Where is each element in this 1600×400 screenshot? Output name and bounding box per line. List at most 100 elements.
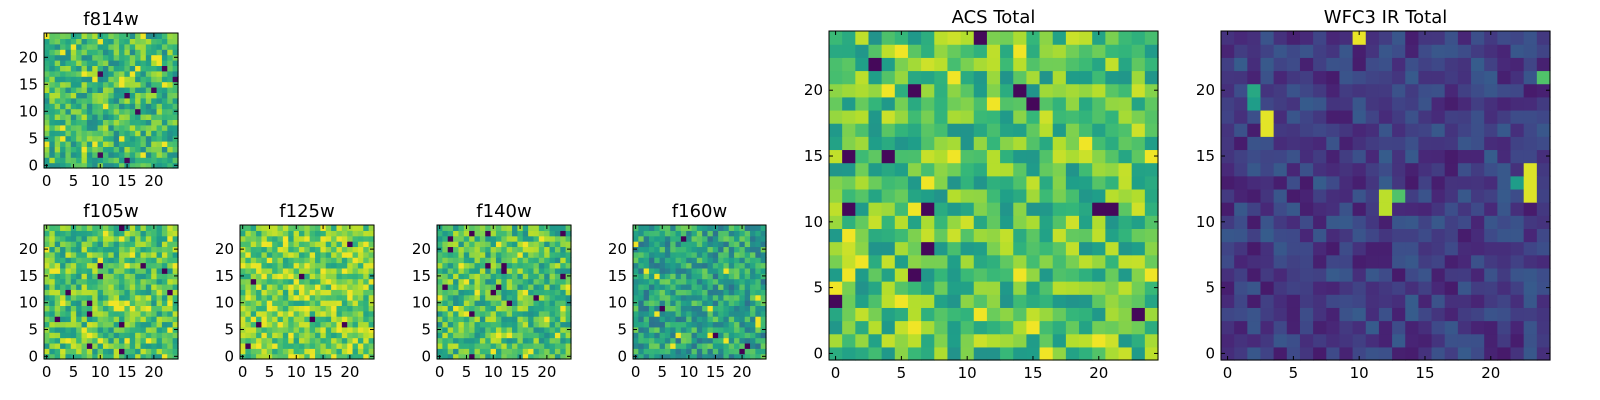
- heatmap-cell: [124, 246, 131, 253]
- heatmap-cell: [517, 294, 524, 301]
- heatmap-cell: [1065, 57, 1080, 72]
- heatmap-cell: [1144, 333, 1159, 348]
- heatmap-cell: [363, 241, 370, 248]
- heatmap-cell: [447, 305, 454, 312]
- heatmap-cell: [549, 332, 556, 339]
- heatmap-cell: [670, 332, 677, 339]
- heatmap-cell: [1471, 96, 1485, 111]
- heatmap-cell: [54, 103, 61, 110]
- heatmap-cell: [718, 273, 725, 280]
- heatmap-cell: [298, 251, 305, 258]
- heatmap-cell: [659, 230, 666, 237]
- heatmap-cell: [108, 92, 115, 99]
- heatmap-cell: [113, 162, 120, 169]
- heatmap-cell: [506, 316, 513, 323]
- heatmap-cell: [842, 294, 856, 308]
- heatmap-cell: [512, 283, 518, 290]
- heatmap-cell: [463, 283, 470, 290]
- heatmap-cell: [1105, 241, 1120, 256]
- heatmap-cell: [363, 305, 370, 312]
- heatmap-cell: [92, 235, 99, 242]
- heatmap-cell: [1471, 228, 1485, 243]
- heatmap-cell: [347, 273, 354, 280]
- heatmap-cell: [293, 332, 300, 339]
- heatmap-cell: [702, 283, 709, 290]
- heatmap-cell: [336, 289, 343, 296]
- heatmap-cell: [829, 162, 843, 177]
- heatmap-cell: [1510, 241, 1525, 256]
- heatmap-cell: [907, 228, 922, 243]
- heatmap-cell: [60, 97, 67, 104]
- heatmap-cell: [712, 241, 719, 248]
- heatmap-cell: [288, 283, 295, 290]
- heatmap-cells: [1221, 31, 1551, 361]
- heatmap-cell: [554, 267, 561, 274]
- heatmap-cell: [544, 300, 551, 306]
- heatmap-cell: [1536, 44, 1551, 58]
- heatmap-cell: [750, 289, 756, 296]
- heatmap-cell: [648, 316, 655, 323]
- heatmap-cell: [707, 305, 714, 312]
- heatmap-cell: [1313, 294, 1327, 308]
- heatmap-cell: [1144, 109, 1159, 124]
- heatmap-cell: [1039, 123, 1054, 137]
- heatmap-cell: [167, 162, 174, 169]
- heatmap-cell: [156, 70, 163, 77]
- heatmap-cell: [474, 305, 481, 312]
- heatmap-cell: [277, 310, 284, 317]
- heatmap-cell: [479, 225, 486, 231]
- heatmap-cell: [49, 225, 56, 231]
- heatmap-cell: [336, 342, 343, 349]
- heatmap-cell: [261, 267, 268, 274]
- heatmap-cell: [921, 333, 935, 348]
- heatmap-cell: [54, 38, 61, 45]
- heatmap-cell: [490, 241, 497, 248]
- heatmap-cell: [135, 157, 142, 164]
- heatmap-cell: [881, 57, 896, 72]
- heatmap-cells: [240, 225, 375, 360]
- heatmap-cell: [49, 337, 56, 344]
- heatmap-cell: [86, 267, 93, 274]
- heatmap-cell: [1405, 281, 1419, 295]
- heatmap-cell: [485, 246, 492, 253]
- heatmap-cell: [1065, 109, 1080, 124]
- heatmap-cell: [638, 278, 645, 285]
- heatmap-cell: [65, 230, 72, 237]
- heatmap-cell: [124, 54, 131, 61]
- heatmap-cell: [60, 294, 67, 301]
- heatmap-cell: [1365, 202, 1380, 216]
- heatmap-cell: [855, 241, 870, 256]
- heatmap-cell: [1273, 202, 1288, 216]
- heatmap-cell: [124, 76, 131, 83]
- heatmap-cell: [522, 300, 529, 306]
- heatmap-cell: [829, 254, 843, 269]
- heatmap-cell: [712, 262, 719, 269]
- heatmap-cell: [1313, 31, 1327, 45]
- heatmap-cell: [298, 337, 305, 344]
- heatmap-cell: [97, 348, 104, 355]
- heatmap-cell: [81, 157, 88, 164]
- heatmap-cell: [161, 305, 168, 312]
- heatmap-cell: [156, 300, 163, 306]
- heatmap-cell: [161, 92, 168, 99]
- heatmap-cell: [554, 337, 561, 344]
- heatmap-cell: [44, 124, 50, 131]
- heatmap-cell: [172, 283, 179, 290]
- heatmap-cell: [723, 230, 730, 237]
- heatmap-cell: [315, 278, 321, 285]
- heatmap-cell: [325, 332, 332, 339]
- heatmap-cell: [1118, 307, 1133, 322]
- heatmap-cell: [282, 321, 289, 328]
- heatmap-cell: [474, 273, 481, 280]
- heatmap-cell: [151, 337, 158, 344]
- heatmap-cell: [240, 289, 246, 296]
- heatmap-cell: [65, 262, 72, 269]
- heatmap-cell: [447, 332, 454, 339]
- heatmap-cell: [1339, 241, 1354, 256]
- heatmap-cell: [81, 273, 88, 280]
- heatmap-cell: [755, 342, 762, 349]
- heatmap-cell: [755, 326, 762, 333]
- heatmap-cell: [245, 348, 252, 355]
- heatmap-cell: [161, 54, 168, 61]
